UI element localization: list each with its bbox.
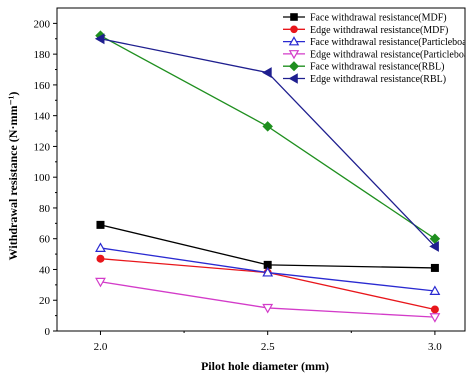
y-tick-label: 20 [39, 295, 51, 307]
data-point [262, 121, 273, 132]
legend-label: Edge withdrawal resistance(Particleboard… [310, 49, 474, 60]
data-point [262, 67, 272, 79]
y-tick-label: 60 [39, 234, 51, 246]
y-axis: 0 20 40 60 80 100 120 140 160 180 200 [34, 18, 57, 338]
data-point [429, 285, 441, 296]
data-point [95, 277, 106, 288]
data-point [262, 303, 274, 314]
y-tick-label: 180 [34, 49, 51, 61]
data-point [94, 33, 105, 45]
data-point [429, 233, 441, 244]
series-layer [94, 30, 441, 323]
x-tick-label: 2.5 [261, 341, 275, 353]
legend-item: Face withdrawal resistance(MDF) [283, 13, 447, 24]
legend-marker [290, 25, 298, 34]
legend-label: Face withdrawal resistance(RBL) [310, 62, 444, 73]
legend-item: Edge withdrawal resistance(RBL) [283, 73, 446, 85]
data-point [430, 263, 439, 272]
legend-label: Face withdrawal resistance(Particleboard… [310, 37, 474, 48]
legend-label: Edge withdrawal resistance(MDF) [310, 25, 448, 36]
data-point [430, 305, 439, 314]
data-point [95, 242, 106, 252]
y-axis-title: Withdrawal resistance (N·mm⁻¹) [6, 92, 20, 261]
legend-marker [288, 36, 300, 46]
legend-marker [290, 13, 298, 21]
y-tick-label: 140 [34, 111, 51, 123]
x-axis-title: Pilot hole diameter (mm) [201, 359, 329, 373]
y-tick-label: 40 [39, 264, 51, 276]
data-point [96, 220, 105, 229]
x-tick-label: 2.0 [94, 341, 108, 353]
plot-border [56, 7, 466, 332]
y-tick-label: 100 [34, 172, 51, 184]
data-point [262, 266, 274, 277]
series-5 [95, 30, 441, 244]
x-tick-label: 3.0 [428, 341, 442, 353]
series-4 [95, 277, 441, 323]
data-point [429, 313, 441, 323]
legend-label: Face withdrawal resistance(MDF) [310, 13, 447, 24]
legend-item: Face withdrawal resistance(Particleboard… [283, 36, 474, 48]
legend-item: Edge withdrawal resistance(MDF) [283, 25, 448, 36]
legend-item: Face withdrawal resistance(RBL) [283, 61, 444, 73]
data-point [96, 254, 105, 263]
y-tick-label: 160 [34, 80, 51, 92]
legend-marker [288, 73, 298, 84]
series-6 [94, 33, 439, 252]
legend: Face withdrawal resistance(MDF)Edge with… [283, 13, 474, 85]
series-1 [96, 220, 439, 272]
data-point [429, 240, 439, 252]
y-tick-label: 200 [34, 18, 51, 30]
legend-marker [288, 61, 300, 72]
y-tick-label: 0 [45, 326, 51, 338]
x-axis: 2.0 2.5 3.0 [94, 331, 442, 353]
plot-frame [56, 7, 466, 332]
y-tick-label: 80 [39, 203, 51, 215]
legend-label: Edge withdrawal resistance(RBL) [310, 74, 446, 85]
y-tick-label: 120 [34, 141, 51, 153]
legend-marker [288, 50, 300, 60]
legend-item: Edge withdrawal resistance(Particleboard… [283, 49, 474, 60]
series-3 [95, 242, 441, 296]
